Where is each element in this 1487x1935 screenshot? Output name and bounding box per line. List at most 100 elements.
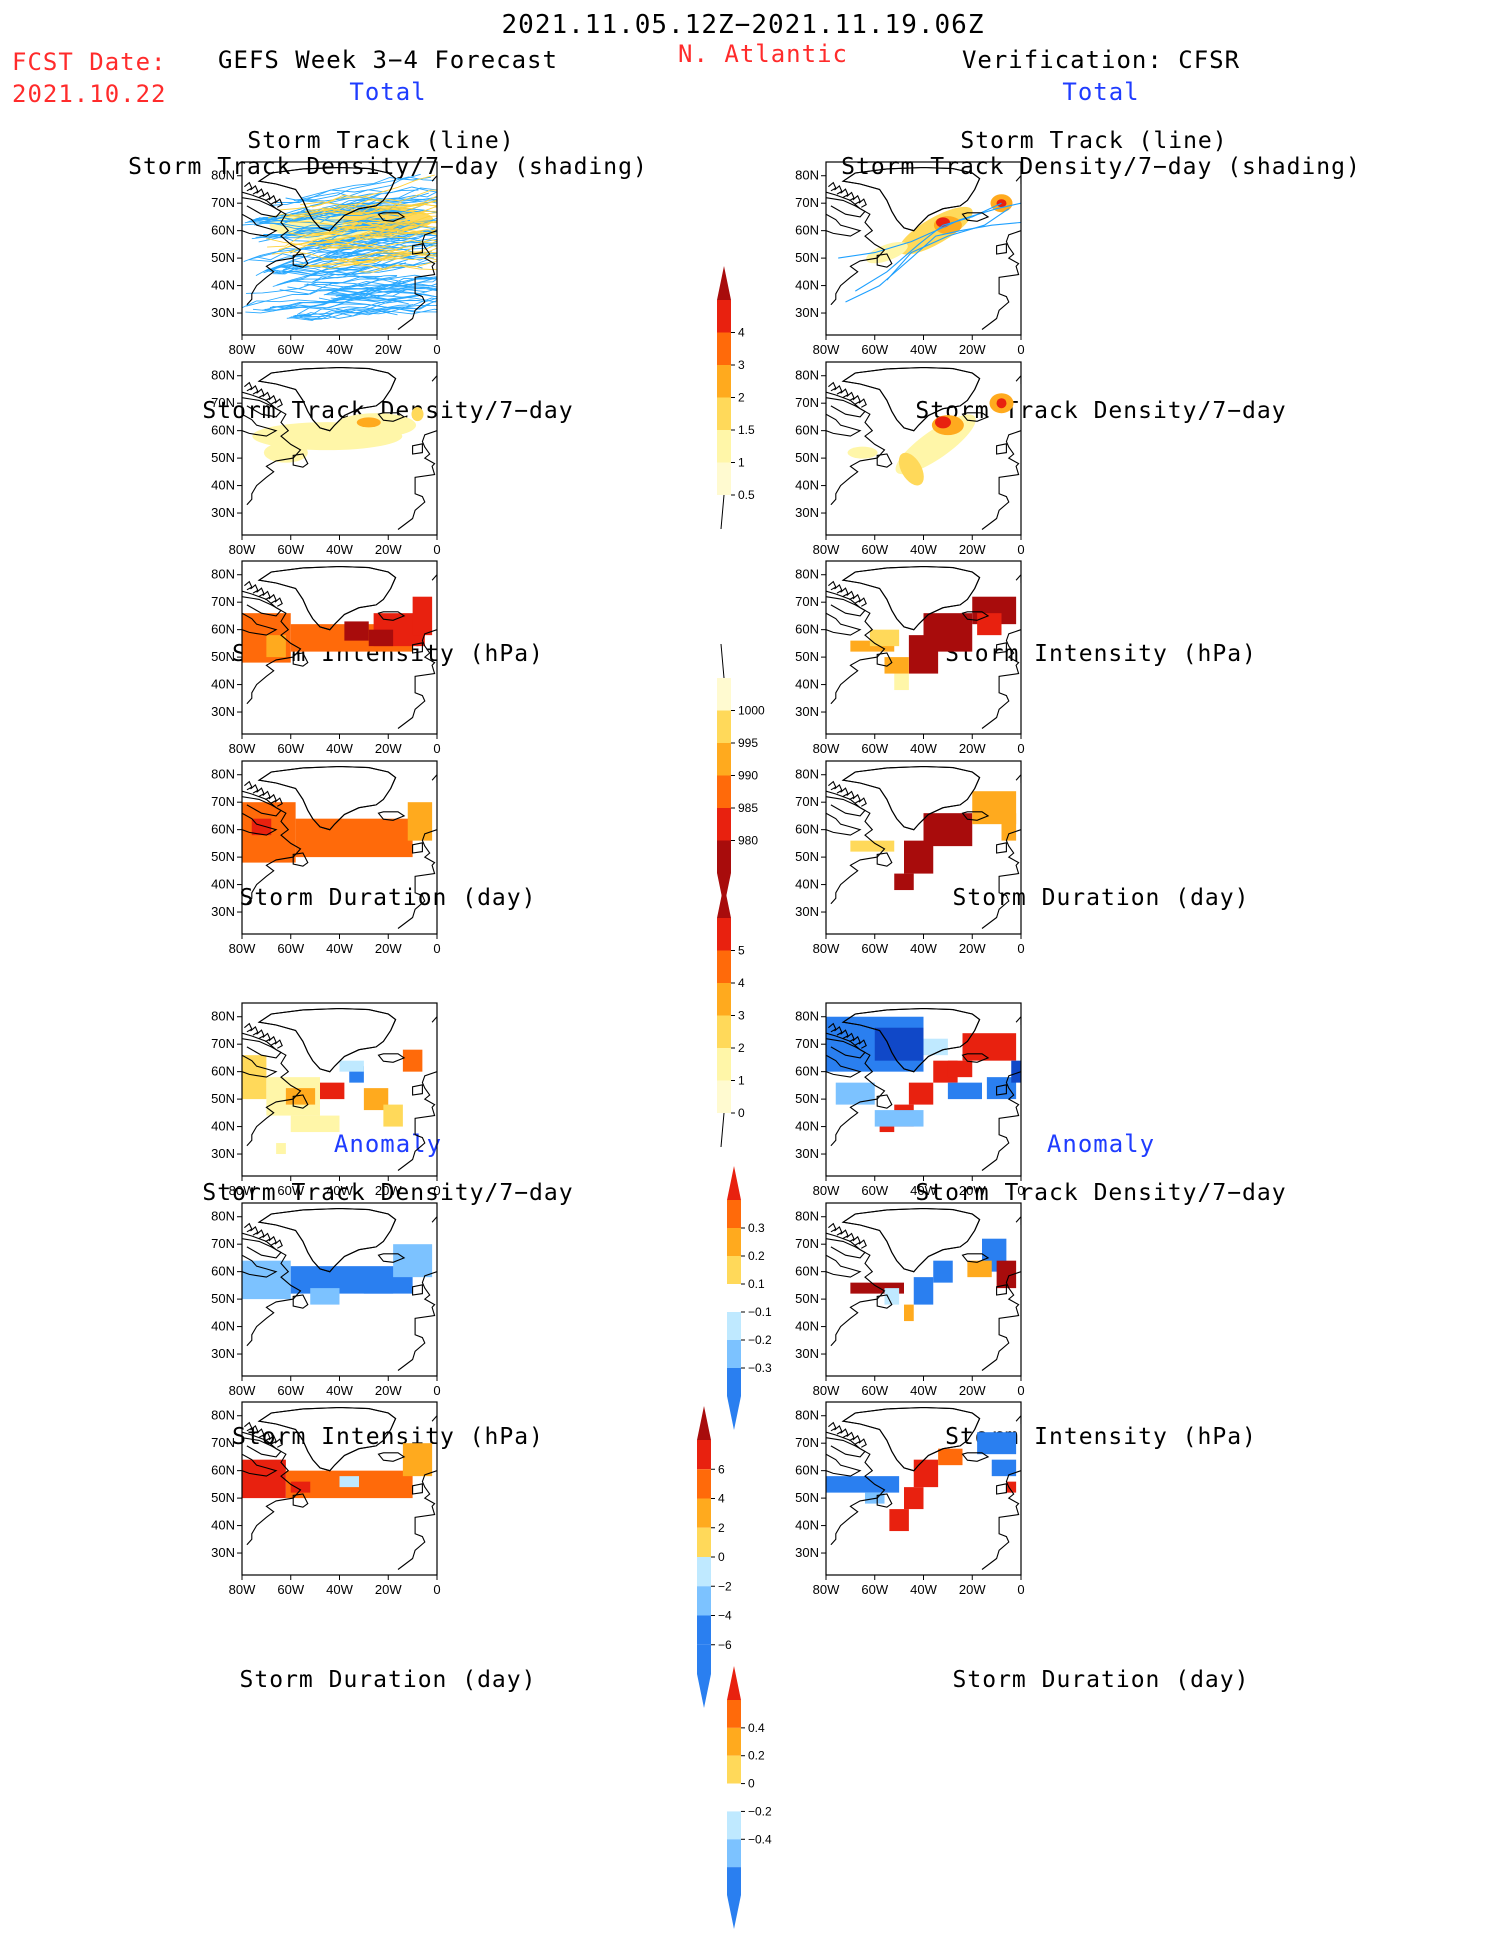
right-track-line-title: Storm Track (line) [960, 128, 1228, 154]
lat-tick-label: 70N [211, 1236, 235, 1251]
storm-track-line [347, 256, 437, 261]
lat-tick-label: 40N [211, 1119, 235, 1134]
grid-cell [276, 1143, 286, 1155]
grid-cell [938, 1448, 963, 1466]
colorbar-label: 3 [738, 1009, 745, 1023]
colorbar-label: −4 [718, 1609, 732, 1623]
colorbar-label: 0 [718, 1550, 725, 1564]
duration-total-colorbar: 5 4 3 2 1 0 [717, 884, 745, 1148]
lon-tick-label: 40W [910, 542, 937, 557]
grid-cell [290, 1115, 340, 1133]
right-total-label: Total [1062, 78, 1140, 106]
gefs-duration-anom-map-coastlines [242, 1406, 437, 1570]
lon-tick-label: 20W [959, 1383, 986, 1398]
lon-tick-label: 0 [1017, 1183, 1024, 1198]
storm-track-line [245, 286, 381, 314]
storm-track-line [323, 288, 437, 296]
lat-tick-label: 40N [795, 877, 819, 892]
lon-tick-label: 20W [375, 1183, 402, 1198]
grid-cell [904, 1304, 914, 1322]
colorbar-swatch [717, 743, 731, 776]
lat-tick-label: 70N [211, 1036, 235, 1051]
gefs-intensity-anom-map-coastlines [242, 1207, 437, 1371]
colorbar-swatch [727, 1867, 741, 1895]
grid-cell [991, 1459, 1017, 1477]
storm-track-line [303, 239, 437, 248]
lon-tick-label: 60W [277, 1183, 304, 1198]
density-contour [356, 417, 381, 428]
colorbar-swatch [727, 1200, 741, 1228]
colorbar-swatch [697, 1469, 711, 1499]
storm-track-line [333, 225, 437, 236]
lon-tick-label: 80W [813, 342, 840, 357]
grid-cell [835, 1082, 875, 1105]
grid-cell [908, 1082, 934, 1105]
lat-tick-label: 60N [795, 822, 819, 837]
lon-tick-label: 80W [229, 741, 256, 756]
colorbar-swatch [717, 775, 731, 808]
cfsr-density-map-coastlines [826, 366, 1021, 530]
lon-tick-label: 40W [326, 1183, 353, 1198]
grid-cell [869, 629, 900, 647]
colorbar-label: 995 [738, 736, 758, 750]
lat-tick-label: 30N [795, 505, 819, 520]
lat-tick-label: 30N [211, 1146, 235, 1161]
cfsr-intensity-map-coastlines [826, 565, 1021, 729]
lat-tick-label: 60N [211, 822, 235, 837]
cfsr-density-anom-map: 80N 70N 60N 50N 40N 30N 80W 60W 40W 20W 0 [795, 1002, 1025, 1198]
colorbar-label: −0.2 [748, 1804, 772, 1818]
lat-tick-label: 70N [795, 1236, 819, 1251]
grid-cell [996, 1260, 1017, 1289]
lon-tick-label: 0 [1017, 1383, 1024, 1398]
colorbar-label: 0 [748, 1777, 755, 1791]
gefs-density-map-field [242, 366, 437, 530]
lon-tick-label: 80W [229, 941, 256, 956]
storm-track-line [325, 229, 437, 249]
gefs-intensity-map-coastlines [242, 565, 437, 729]
lat-tick-label: 70N [795, 794, 819, 809]
lat-tick-label: 50N [211, 1291, 235, 1306]
storm-track-line [262, 283, 404, 311]
storm-track-line [312, 194, 437, 208]
lon-tick-label: 40W [326, 741, 353, 756]
lat-tick-label: 80N [795, 1209, 819, 1224]
lat-tick-label: 40N [211, 1319, 235, 1334]
cfsr-intensity-map-field [826, 565, 1021, 729]
lon-tick-label: 0 [433, 1383, 440, 1398]
colorbar-swatch [697, 1498, 711, 1528]
colorbar-label: −6 [718, 1638, 732, 1652]
lon-tick-label: 80W [813, 1383, 840, 1398]
right-model-title: Verification: CFSR [961, 46, 1241, 74]
cfsr-intensity-map: 80N 70N 60N 50N 40N 30N 80W 60W 40W 20W 0 [795, 560, 1025, 756]
gefs-intensity-anom-map: 80N 70N 60N 50N 40N 30N 80W 60W 40W 20W 0 [211, 1202, 441, 1398]
storm-track-line [301, 176, 431, 199]
lon-tick-label: 20W [375, 1383, 402, 1398]
lat-tick-label: 50N [795, 849, 819, 864]
storm-track-line [276, 261, 435, 286]
cfsr-duration-anom-map-coastlines [826, 1406, 1021, 1570]
colorbar-swatch [717, 430, 731, 463]
gefs-duration-map-coastlines [242, 765, 437, 929]
colorbar-label: 1 [738, 1074, 745, 1088]
right-density-anom-title: Storm Track Density/7−day [915, 1180, 1287, 1206]
lat-tick-label: 40N [795, 1518, 819, 1533]
grid-cell [962, 1033, 1017, 1061]
colorbar-swatch [727, 1811, 741, 1840]
lat-tick-label: 60N [795, 622, 819, 637]
colorbar-label: −0.3 [748, 1361, 772, 1375]
lat-tick-label: 60N [795, 1064, 819, 1079]
grid-cell [363, 1088, 389, 1111]
colorbar-swatch [717, 983, 731, 1016]
colorbar-swatch [717, 918, 731, 951]
lat-tick-label: 80N [795, 767, 819, 782]
colorbar-swatch [727, 1284, 741, 1312]
lon-tick-label: 80W [229, 1582, 256, 1597]
cfsr-density-anom-map-coastlines [826, 1007, 1021, 1171]
lon-tick-label: 20W [375, 542, 402, 557]
colorbar-label: 4 [718, 1492, 725, 1506]
colorbar-label: 0.3 [748, 1221, 765, 1235]
storm-track-line [269, 189, 419, 206]
lat-tick-label: 40N [795, 1319, 819, 1334]
grid-cell [242, 1459, 286, 1499]
right-anomaly-label: Anomaly [1046, 1130, 1156, 1158]
